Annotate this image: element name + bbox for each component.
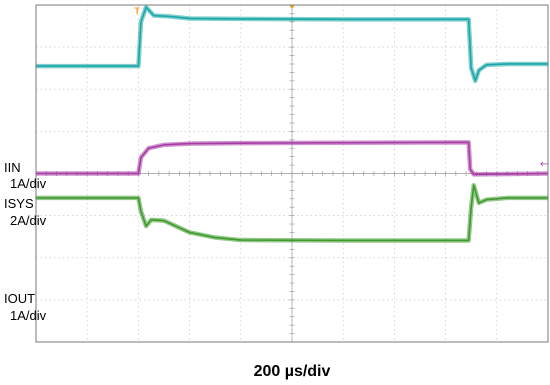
isys-label-scale: 2A/div <box>10 213 47 228</box>
traces <box>36 4 549 243</box>
reference-level-marker: ← <box>540 159 548 170</box>
markers: T← <box>134 5 548 170</box>
iout-label-name: IOUT <box>4 291 35 306</box>
iin-label-scale: 1A/div <box>10 176 47 191</box>
iin-label-name: IIN <box>4 160 21 175</box>
trace-iin-line <box>36 141 549 176</box>
trigger-position-marker <box>289 5 295 9</box>
trace-ch1-line <box>36 6 548 82</box>
trace-iout-line <box>36 184 548 242</box>
x-axis-label: 200 µs/div <box>254 363 331 380</box>
trigger-marker: T <box>134 6 140 16</box>
plot-frame <box>35 4 549 343</box>
iout-label-scale: 1A/div <box>10 308 47 323</box>
isys-label-name: ISYS <box>4 196 34 211</box>
